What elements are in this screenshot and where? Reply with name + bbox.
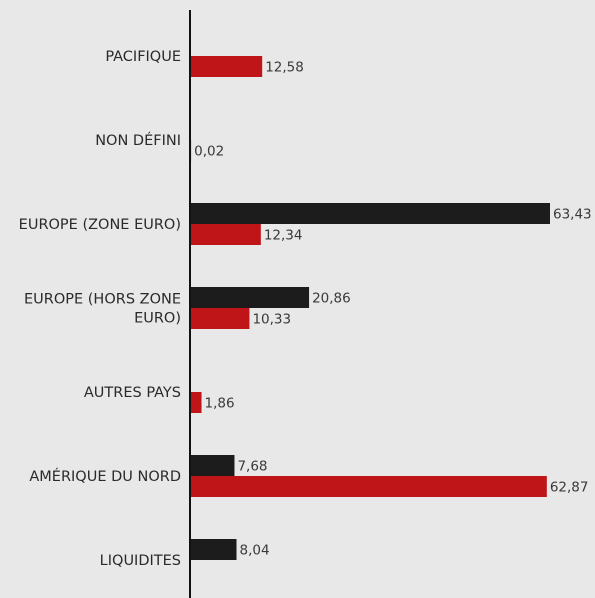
bar: [191, 287, 310, 308]
data-label: 62,87: [550, 480, 589, 496]
category-label: PACIFIQUE: [105, 49, 181, 65]
data-label: 12,34: [264, 228, 303, 244]
bar: [191, 56, 263, 77]
bar: [191, 392, 202, 413]
category-label: EUROPE (HORS ZONE: [24, 292, 181, 308]
category-label: NON DÉFINI: [95, 132, 181, 149]
bar: [191, 476, 547, 497]
category-label: AMÉRIQUE DU NORD: [29, 468, 181, 485]
labels-layer: PACIFIQUE 12,58 NON DÉFINI 0,02 EUROPE (ZONE…: [19, 49, 592, 569]
data-label: 10,33: [252, 312, 291, 328]
data-label: 20,86: [312, 291, 351, 307]
bar: [191, 455, 235, 476]
data-label: 8,04: [240, 543, 270, 559]
data-label: 0,02: [194, 144, 224, 160]
bar: [191, 224, 261, 245]
data-label: 7,68: [237, 459, 267, 475]
bar: [191, 539, 237, 560]
category-label: AUTRES PAYS: [84, 385, 181, 401]
data-label: 12,58: [265, 60, 304, 76]
bars-layer: [191, 56, 550, 560]
bar: [191, 203, 550, 224]
data-label: 1,86: [205, 396, 235, 412]
data-label: 63,43: [553, 207, 592, 223]
category-label: LIQUIDITES: [100, 553, 181, 569]
bar: [191, 308, 250, 329]
category-label: EURO): [134, 311, 181, 327]
category-label: EUROPE (ZONE EURO): [19, 217, 181, 233]
